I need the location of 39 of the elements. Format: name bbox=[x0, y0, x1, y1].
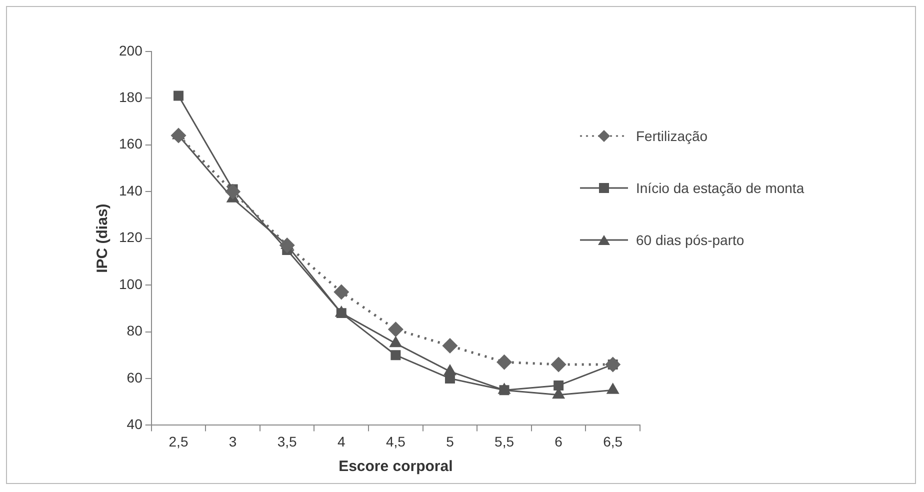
point bbox=[442, 338, 458, 354]
y-axis-title: IPC (dias) bbox=[94, 204, 112, 273]
point bbox=[174, 90, 184, 101]
point bbox=[606, 357, 620, 372]
point bbox=[497, 354, 512, 370]
point bbox=[390, 350, 401, 360]
x-tick-label: 5,5 bbox=[494, 433, 514, 450]
y-tick-label: 60 bbox=[126, 369, 143, 386]
x-axis-title: Escore corporal bbox=[338, 458, 453, 476]
point bbox=[390, 336, 402, 348]
y-tick-label: 100 bbox=[119, 276, 143, 292]
point bbox=[334, 284, 349, 300]
x-tick-label: 3 bbox=[228, 433, 237, 450]
legend-label: 60 dias pós-parto bbox=[636, 232, 744, 248]
x-tick-label: 5 bbox=[446, 433, 454, 450]
y-tick-label: 160 bbox=[119, 136, 143, 152]
point bbox=[606, 383, 619, 394]
y-tick-label: 40 bbox=[126, 416, 143, 432]
point bbox=[280, 238, 294, 253]
x-tick-label: 4,5 bbox=[386, 433, 406, 450]
point bbox=[551, 357, 566, 372]
x-tick-label: 2,5 bbox=[168, 433, 188, 450]
y-tick-label: 80 bbox=[126, 322, 143, 339]
x-tick-label: 6 bbox=[554, 433, 563, 450]
point bbox=[171, 128, 186, 143]
y-tick-label: 140 bbox=[119, 182, 143, 198]
point bbox=[336, 308, 346, 318]
point bbox=[499, 385, 510, 396]
point bbox=[554, 380, 564, 390]
x-tick-label: 6,5 bbox=[603, 433, 623, 450]
y-tick-label: 180 bbox=[119, 88, 143, 105]
point bbox=[388, 322, 403, 337]
x-tick-label: 3,5 bbox=[277, 433, 298, 450]
y-tick-label: 120 bbox=[119, 229, 143, 246]
legend-label: Início da estação de monta bbox=[636, 180, 804, 196]
point bbox=[226, 184, 240, 199]
x-tick-label: 4 bbox=[337, 433, 346, 450]
y-tick-label: 200 bbox=[119, 42, 143, 58]
legend-label: Fertilização bbox=[636, 128, 708, 144]
